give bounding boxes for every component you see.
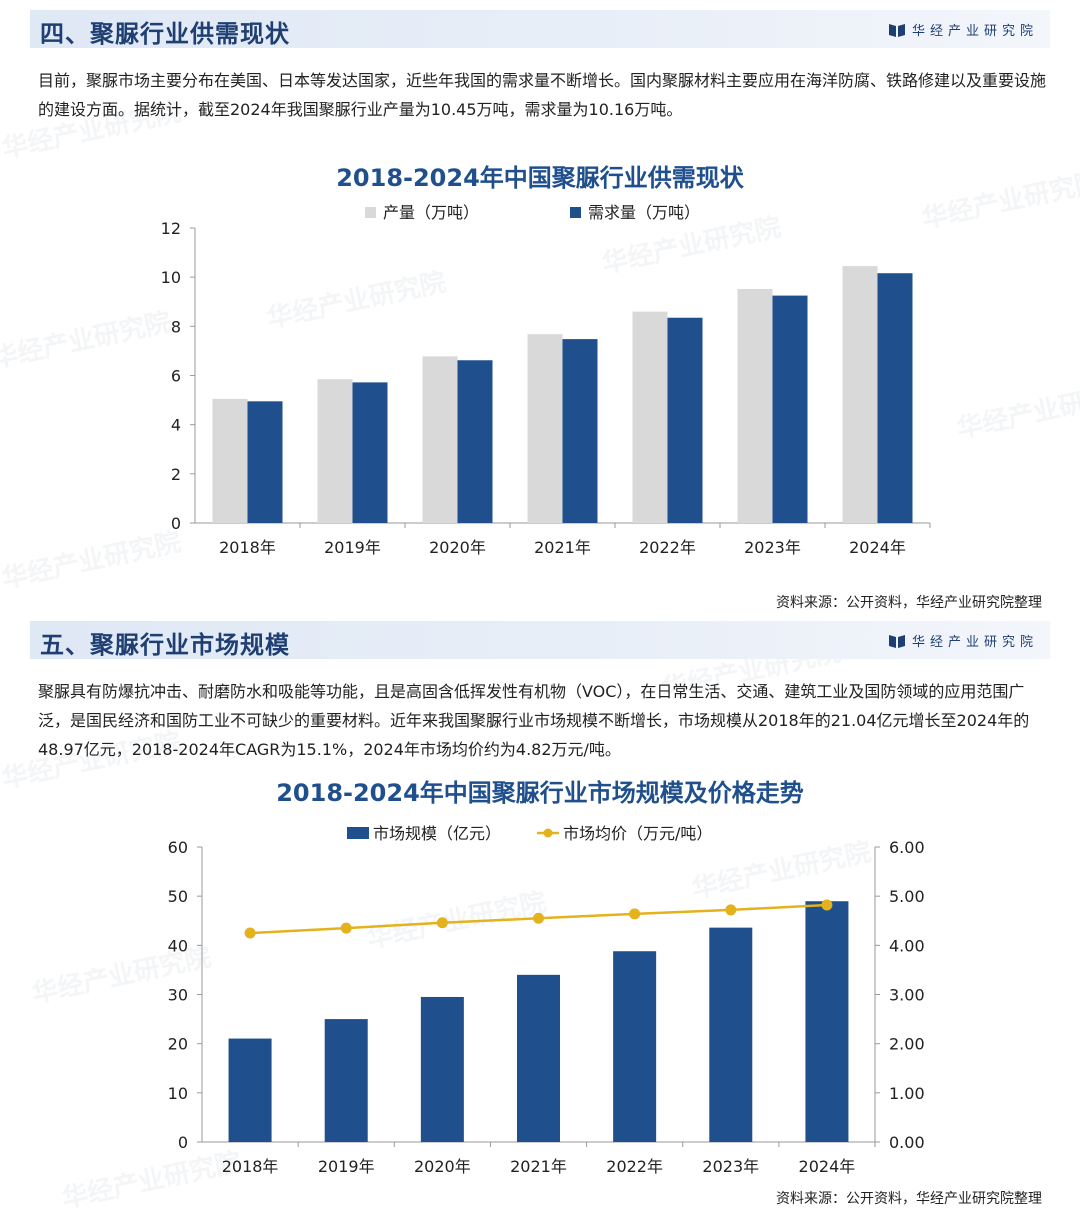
bar-demand — [667, 317, 703, 523]
y-tick-label-right: 6.00 — [889, 838, 925, 857]
x-tick-label: 2020年 — [429, 538, 486, 557]
bar-production — [212, 398, 248, 523]
point-avg-price — [821, 899, 833, 911]
bar-production — [737, 288, 773, 523]
y-tick-label-left: 0 — [178, 1133, 188, 1152]
y-tick-label-right: 0.00 — [889, 1133, 925, 1152]
y-tick-label: 2 — [171, 465, 181, 484]
x-tick-label: 2024年 — [799, 1157, 856, 1176]
bar-market-size — [420, 996, 464, 1142]
bar-production — [632, 311, 668, 523]
x-tick-label: 2022年 — [606, 1157, 663, 1176]
bar-demand — [247, 401, 283, 523]
bar-market-size — [228, 1038, 272, 1142]
y-tick-label-right: 3.00 — [889, 986, 925, 1005]
bar-market-size — [517, 974, 560, 1142]
x-tick-label: 2023年 — [744, 538, 801, 557]
bar-market-size — [613, 951, 657, 1142]
bar-demand — [562, 339, 598, 523]
y-tick-label-left: 10 — [168, 1084, 188, 1103]
y-tick-label: 0 — [171, 514, 181, 533]
point-avg-price — [629, 908, 641, 920]
y-tick-label-left: 20 — [168, 1035, 188, 1054]
section-title: 四、聚脲行业供需现状 — [40, 20, 290, 48]
y-tick-label: 10 — [161, 268, 181, 287]
chart-title: 2018-2024年中国聚脲行业市场规模及价格走势 — [276, 779, 804, 807]
legend-swatch — [365, 207, 376, 218]
bar-production — [842, 266, 878, 523]
legend-label: 产量（万吨） — [383, 203, 479, 222]
y-tick-label-right: 1.00 — [889, 1084, 925, 1103]
section-title: 五、聚脲行业市场规模 — [40, 631, 290, 659]
point-avg-price — [725, 904, 737, 916]
section-header-supply-demand: 四、聚脲行业供需现状 华经产业研究院 — [30, 10, 1050, 48]
y-tick-label-left: 50 — [168, 887, 188, 906]
brand-name: 华经产业研究院 — [911, 635, 1038, 650]
legend-swatch-marker — [543, 828, 553, 838]
x-tick-label: 2018年 — [222, 1157, 279, 1176]
source-note: 资料来源：公开资料，华经产业研究院整理 — [776, 595, 1042, 611]
bar-demand — [877, 273, 913, 523]
bar-market-size — [324, 1019, 368, 1142]
x-tick-label: 2020年 — [414, 1157, 471, 1176]
brand-logo: 华经产业研究院 — [888, 631, 1038, 650]
x-tick-label: 2018年 — [219, 538, 276, 557]
x-tick-label: 2021年 — [534, 538, 591, 557]
bar-production — [527, 334, 563, 523]
y-tick-label-right: 2.00 — [889, 1035, 925, 1054]
book-icon — [888, 23, 905, 37]
bar-market-size — [709, 927, 753, 1142]
section-header-market-size: 五、聚脲行业市场规模 华经产业研究院 — [30, 621, 1050, 659]
market-size-chart: 0 10 20 30 40 50 60 0.00 1.00 2.00 3.00 4.00 5.00 6.0… — [168, 824, 925, 1176]
legend-label: 市场均价（万元/吨） — [563, 824, 712, 843]
book-icon — [888, 634, 905, 648]
chart-title: 2018-2024年中国聚脲行业供需现状 — [336, 164, 744, 192]
y-tick-label: 4 — [171, 416, 181, 435]
y-tick-label: 12 — [161, 219, 181, 238]
x-tick-label: 2019年 — [318, 1157, 375, 1176]
legend-swatch — [570, 207, 581, 218]
x-tick-label: 2024年 — [849, 538, 906, 557]
point-avg-price — [340, 922, 352, 934]
brand-logo: 华经产业研究院 — [888, 20, 1038, 39]
y-tick-label-right: 5.00 — [889, 887, 925, 906]
legend-label: 市场规模（亿元） — [373, 824, 501, 843]
bar-demand — [772, 295, 808, 523]
bar-production — [422, 356, 458, 523]
brand-name: 华经产业研究院 — [911, 24, 1038, 39]
y-tick-label-left: 30 — [168, 986, 188, 1005]
y-tick-label-left: 60 — [168, 838, 188, 857]
x-tick-label: 2019年 — [324, 538, 381, 557]
y-tick-label: 8 — [171, 317, 181, 336]
bar-demand — [457, 360, 493, 523]
supply-demand-chart: 0 2 4 6 8 10 12 2018年 2019年 2020年 2021年 2022年 2023年 2… — [161, 203, 931, 557]
bar-production — [317, 379, 353, 523]
bar-market-size — [805, 901, 849, 1142]
y-tick-label-left: 40 — [168, 936, 188, 955]
x-tick-label: 2022年 — [639, 538, 696, 557]
legend-swatch-bar — [347, 827, 369, 839]
section-paragraph: 目前，聚脲市场主要分布在美国、日本等发达国家，近些年我国的需求量不断增长。国内聚… — [38, 71, 1047, 119]
bar-demand — [352, 382, 388, 523]
point-avg-price — [436, 917, 448, 929]
source-note: 资料来源：公开资料，华经产业研究院整理 — [776, 1191, 1042, 1207]
y-tick-label: 6 — [171, 367, 181, 386]
point-avg-price — [533, 912, 544, 924]
x-tick-label: 2023年 — [702, 1157, 759, 1176]
section-paragraph: 聚脲具有防爆抗冲击、耐磨防水和吸能等功能，且是高固含低挥发性有机物（VOC），在… — [38, 682, 1030, 759]
y-tick-label-right: 4.00 — [889, 936, 925, 955]
legend-label: 需求量（万吨） — [588, 203, 700, 222]
x-tick-label: 2021年 — [510, 1157, 567, 1176]
point-avg-price — [244, 927, 256, 939]
